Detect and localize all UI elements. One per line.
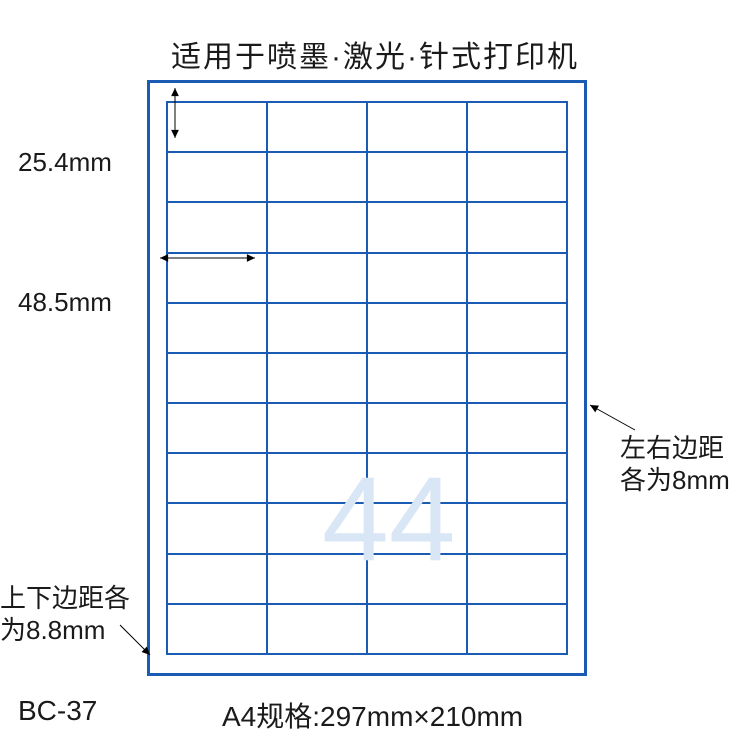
label-cell (167, 353, 267, 403)
label-cell (467, 353, 567, 403)
label-cell (467, 303, 567, 353)
label-cell (167, 152, 267, 202)
product-code: BC-37 (18, 695, 97, 727)
label-cell (367, 453, 467, 503)
dim-label-width: 48.5mm (18, 286, 112, 320)
label-cell (267, 353, 367, 403)
label-cell (267, 453, 367, 503)
label-cell (367, 604, 467, 654)
label-cell (367, 303, 467, 353)
title-text: 适用于喷墨·激光·针式打印机 (0, 32, 750, 76)
label-cell (467, 152, 567, 202)
label-cell (167, 202, 267, 252)
label-cell (367, 202, 467, 252)
label-cell (467, 102, 567, 152)
label-cell (467, 453, 567, 503)
label-cell (267, 202, 367, 252)
label-cell (267, 403, 367, 453)
dim-label-lr-margin-2: 各为8mm (620, 464, 730, 498)
label-sheet-outline (147, 80, 587, 676)
dim-label-height: 25.4mm (18, 146, 112, 180)
dim-label-lr-margin-1: 左右边距 (620, 432, 724, 466)
label-cell (467, 554, 567, 604)
label-cell (167, 303, 267, 353)
label-cell (367, 102, 467, 152)
label-cell (367, 353, 467, 403)
dim-label-tb-margin-1: 上下边距各 (0, 582, 130, 616)
label-cell (367, 503, 467, 553)
label-cell (467, 202, 567, 252)
label-cell (167, 604, 267, 654)
label-grid (166, 101, 568, 655)
label-cell (167, 403, 267, 453)
label-cell (167, 102, 267, 152)
label-cell (367, 152, 467, 202)
a4-spec: A4规格:297mm×210mm (222, 695, 523, 735)
label-cell (267, 303, 367, 353)
dim-label-tb-margin-2: 为8.8mm (0, 614, 105, 648)
label-cell (467, 403, 567, 453)
label-cell (267, 503, 367, 553)
label-cell (367, 403, 467, 453)
label-cell (267, 152, 367, 202)
label-cell (167, 453, 267, 503)
label-cell (267, 253, 367, 303)
label-cell (167, 253, 267, 303)
label-cell (467, 253, 567, 303)
label-cell (267, 604, 367, 654)
label-cell (367, 253, 467, 303)
label-cell (467, 503, 567, 553)
label-cell (167, 503, 267, 553)
label-cell (267, 102, 367, 152)
label-cell (167, 554, 267, 604)
label-cell (367, 554, 467, 604)
label-cell (267, 554, 367, 604)
label-cell (467, 604, 567, 654)
